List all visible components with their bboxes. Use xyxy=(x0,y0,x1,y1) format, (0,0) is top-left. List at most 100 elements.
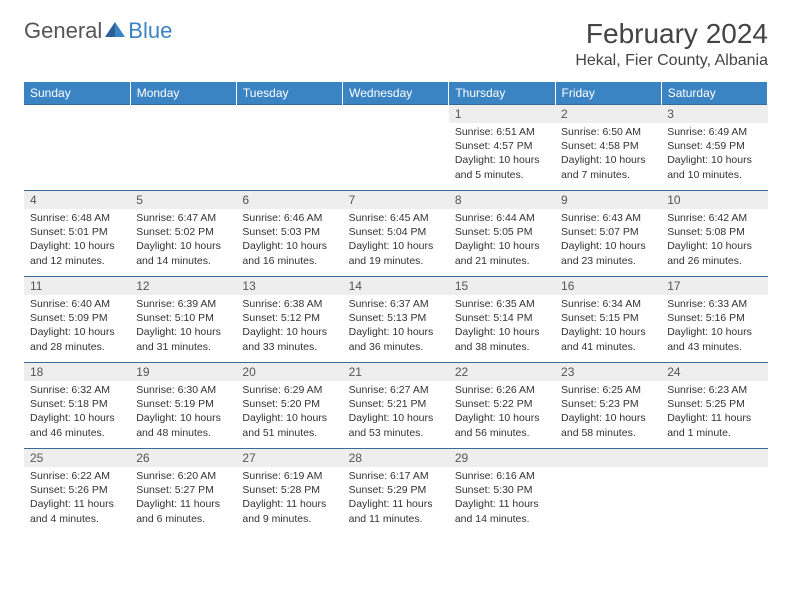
weekday-header: Saturday xyxy=(661,82,767,105)
day-info: Sunrise: 6:34 AMSunset: 5:15 PMDaylight:… xyxy=(555,295,661,360)
calendar-row: 11Sunrise: 6:40 AMSunset: 5:09 PMDayligh… xyxy=(24,277,768,363)
day-info: Sunrise: 6:50 AMSunset: 4:58 PMDaylight:… xyxy=(555,123,661,188)
daylight-text: Daylight: 10 hours and 56 minutes. xyxy=(455,411,549,439)
calendar-cell: 27Sunrise: 6:19 AMSunset: 5:28 PMDayligh… xyxy=(236,449,342,535)
daylight-text: Daylight: 10 hours and 48 minutes. xyxy=(136,411,230,439)
weekday-header: Monday xyxy=(130,82,236,105)
day-info: Sunrise: 6:26 AMSunset: 5:22 PMDaylight:… xyxy=(449,381,555,446)
day-number: 2 xyxy=(555,105,661,123)
day-number: 29 xyxy=(449,449,555,467)
sunset-text: Sunset: 5:27 PM xyxy=(136,483,230,497)
day-info: Sunrise: 6:47 AMSunset: 5:02 PMDaylight:… xyxy=(130,209,236,274)
sunrise-text: Sunrise: 6:34 AM xyxy=(561,297,655,311)
logo-text-2: Blue xyxy=(128,18,172,44)
day-info: Sunrise: 6:29 AMSunset: 5:20 PMDaylight:… xyxy=(236,381,342,446)
sunset-text: Sunset: 5:28 PM xyxy=(242,483,336,497)
sunrise-text: Sunrise: 6:33 AM xyxy=(667,297,761,311)
logo-flag-icon xyxy=(104,18,126,44)
day-number: 27 xyxy=(236,449,342,467)
month-title: February 2024 xyxy=(575,18,768,50)
sunrise-text: Sunrise: 6:26 AM xyxy=(455,383,549,397)
calendar-cell: 10Sunrise: 6:42 AMSunset: 5:08 PMDayligh… xyxy=(661,191,767,277)
day-info: Sunrise: 6:48 AMSunset: 5:01 PMDaylight:… xyxy=(24,209,130,274)
calendar-cell: 23Sunrise: 6:25 AMSunset: 5:23 PMDayligh… xyxy=(555,363,661,449)
sunset-text: Sunset: 4:59 PM xyxy=(667,139,761,153)
day-info: Sunrise: 6:30 AMSunset: 5:19 PMDaylight:… xyxy=(130,381,236,446)
sunrise-text: Sunrise: 6:40 AM xyxy=(30,297,124,311)
day-info: Sunrise: 6:40 AMSunset: 5:09 PMDaylight:… xyxy=(24,295,130,360)
day-number: 7 xyxy=(343,191,449,209)
daylight-text: Daylight: 10 hours and 7 minutes. xyxy=(561,153,655,181)
sunrise-text: Sunrise: 6:32 AM xyxy=(30,383,124,397)
calendar-cell: 21Sunrise: 6:27 AMSunset: 5:21 PMDayligh… xyxy=(343,363,449,449)
day-info: Sunrise: 6:37 AMSunset: 5:13 PMDaylight:… xyxy=(343,295,449,360)
sunset-text: Sunset: 5:13 PM xyxy=(349,311,443,325)
logo: General Blue xyxy=(24,18,172,44)
location-subtitle: Hekal, Fier County, Albania xyxy=(575,52,768,70)
day-info: Sunrise: 6:39 AMSunset: 5:10 PMDaylight:… xyxy=(130,295,236,360)
sunset-text: Sunset: 5:14 PM xyxy=(455,311,549,325)
calendar-cell: 24Sunrise: 6:23 AMSunset: 5:25 PMDayligh… xyxy=(661,363,767,449)
calendar-cell: 1Sunrise: 6:51 AMSunset: 4:57 PMDaylight… xyxy=(449,105,555,191)
sunset-text: Sunset: 5:25 PM xyxy=(667,397,761,411)
sunrise-text: Sunrise: 6:35 AM xyxy=(455,297,549,311)
day-info: Sunrise: 6:43 AMSunset: 5:07 PMDaylight:… xyxy=(555,209,661,274)
day-info: Sunrise: 6:49 AMSunset: 4:59 PMDaylight:… xyxy=(661,123,767,188)
sunrise-text: Sunrise: 6:25 AM xyxy=(561,383,655,397)
sunrise-text: Sunrise: 6:47 AM xyxy=(136,211,230,225)
sunrise-text: Sunrise: 6:51 AM xyxy=(455,125,549,139)
calendar-cell xyxy=(130,105,236,191)
sunrise-text: Sunrise: 6:27 AM xyxy=(349,383,443,397)
sunrise-text: Sunrise: 6:16 AM xyxy=(455,469,549,483)
day-number: 19 xyxy=(130,363,236,381)
daylight-text: Daylight: 11 hours and 4 minutes. xyxy=(30,497,124,525)
calendar-cell: 26Sunrise: 6:20 AMSunset: 5:27 PMDayligh… xyxy=(130,449,236,535)
daylight-text: Daylight: 10 hours and 14 minutes. xyxy=(136,239,230,267)
sunrise-text: Sunrise: 6:50 AM xyxy=(561,125,655,139)
calendar-cell: 11Sunrise: 6:40 AMSunset: 5:09 PMDayligh… xyxy=(24,277,130,363)
sunset-text: Sunset: 5:12 PM xyxy=(242,311,336,325)
day-info: Sunrise: 6:42 AMSunset: 5:08 PMDaylight:… xyxy=(661,209,767,274)
sunset-text: Sunset: 5:05 PM xyxy=(455,225,549,239)
day-number: 10 xyxy=(661,191,767,209)
sunrise-text: Sunrise: 6:39 AM xyxy=(136,297,230,311)
calendar-row: 1Sunrise: 6:51 AMSunset: 4:57 PMDaylight… xyxy=(24,105,768,191)
calendar-cell xyxy=(555,449,661,535)
daylight-text: Daylight: 11 hours and 6 minutes. xyxy=(136,497,230,525)
sunset-text: Sunset: 5:26 PM xyxy=(30,483,124,497)
calendar-cell xyxy=(661,449,767,535)
day-info: Sunrise: 6:23 AMSunset: 5:25 PMDaylight:… xyxy=(661,381,767,446)
daylight-text: Daylight: 11 hours and 9 minutes. xyxy=(242,497,336,525)
sunset-text: Sunset: 5:16 PM xyxy=(667,311,761,325)
daylight-text: Daylight: 10 hours and 21 minutes. xyxy=(455,239,549,267)
day-number: 13 xyxy=(236,277,342,295)
day-info: Sunrise: 6:32 AMSunset: 5:18 PMDaylight:… xyxy=(24,381,130,446)
sunset-text: Sunset: 5:09 PM xyxy=(30,311,124,325)
sunrise-text: Sunrise: 6:44 AM xyxy=(455,211,549,225)
sunset-text: Sunset: 5:15 PM xyxy=(561,311,655,325)
calendar-cell: 18Sunrise: 6:32 AMSunset: 5:18 PMDayligh… xyxy=(24,363,130,449)
sunrise-text: Sunrise: 6:20 AM xyxy=(136,469,230,483)
day-number: 1 xyxy=(449,105,555,123)
sunset-text: Sunset: 5:21 PM xyxy=(349,397,443,411)
day-info: Sunrise: 6:20 AMSunset: 5:27 PMDaylight:… xyxy=(130,467,236,532)
daylight-text: Daylight: 10 hours and 51 minutes. xyxy=(242,411,336,439)
day-info: Sunrise: 6:17 AMSunset: 5:29 PMDaylight:… xyxy=(343,467,449,532)
day-number: 9 xyxy=(555,191,661,209)
day-number: 18 xyxy=(24,363,130,381)
day-number: 16 xyxy=(555,277,661,295)
day-info: Sunrise: 6:51 AMSunset: 4:57 PMDaylight:… xyxy=(449,123,555,188)
day-number: 28 xyxy=(343,449,449,467)
weekday-header: Friday xyxy=(555,82,661,105)
day-info: Sunrise: 6:38 AMSunset: 5:12 PMDaylight:… xyxy=(236,295,342,360)
day-info: Sunrise: 6:22 AMSunset: 5:26 PMDaylight:… xyxy=(24,467,130,532)
day-number: 12 xyxy=(130,277,236,295)
calendar-cell: 4Sunrise: 6:48 AMSunset: 5:01 PMDaylight… xyxy=(24,191,130,277)
calendar-cell: 9Sunrise: 6:43 AMSunset: 5:07 PMDaylight… xyxy=(555,191,661,277)
day-number: 15 xyxy=(449,277,555,295)
sunset-text: Sunset: 5:30 PM xyxy=(455,483,549,497)
day-number: 23 xyxy=(555,363,661,381)
day-number: 22 xyxy=(449,363,555,381)
sunset-text: Sunset: 5:10 PM xyxy=(136,311,230,325)
daylight-text: Daylight: 10 hours and 41 minutes. xyxy=(561,325,655,353)
